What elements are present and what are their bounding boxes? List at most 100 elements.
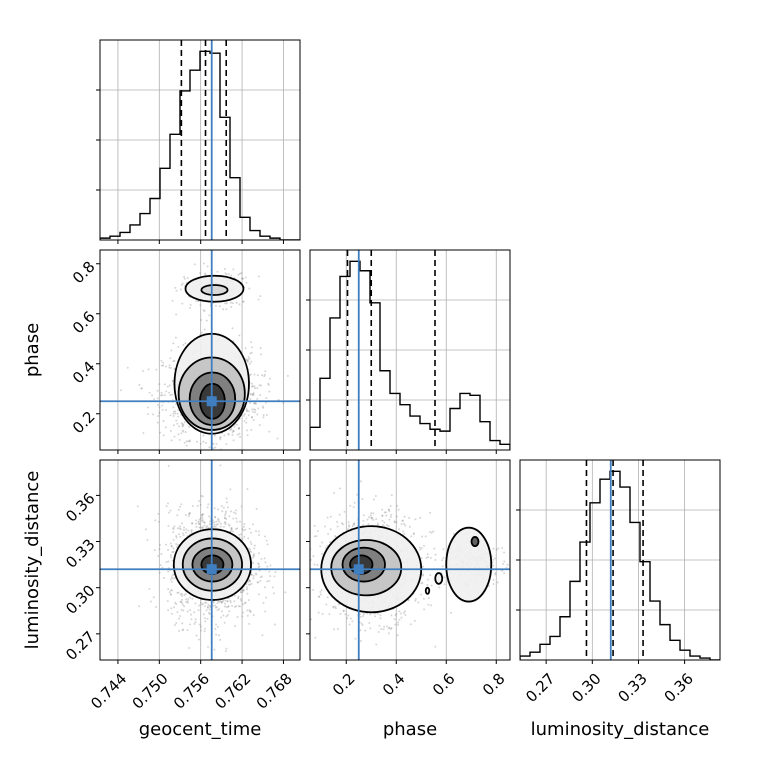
scatter-point [176,514,179,517]
scatter-point [503,572,506,575]
scatter-point [224,523,227,526]
scatter-point [336,628,339,631]
scatter-point [243,413,246,416]
truth-marker-luminosity-distance-vs-phase [353,564,364,575]
scatter-point [248,527,251,530]
scatter-point [248,579,251,582]
scatter-point [190,529,193,532]
histogram-step-geocent-time [100,50,300,240]
scatter-point [167,609,170,612]
scatter-point [178,456,180,458]
scatter-point [492,564,495,567]
scatter-point [522,556,524,558]
scatter-point [180,503,183,506]
scatter-point [247,580,250,583]
scatter-point [354,637,357,640]
scatter-point [250,385,253,388]
scatter-point [215,606,218,609]
scatter-point [250,351,253,354]
scatter-point [170,607,173,610]
scatter-point [414,518,417,521]
scatter-point [162,361,165,364]
scatter-point [248,579,251,582]
scatter-point [258,565,261,568]
scatter-point [306,584,308,586]
scatter-point [268,430,271,433]
scatter-point [165,561,168,564]
scatter-point [234,625,237,628]
scatter-point [216,523,219,526]
panel-frame-phase-vs-geocent-time [99,249,301,451]
scatter-point [258,569,261,572]
scatter-point [215,520,218,523]
scatter-point [167,464,170,467]
contour-level [424,586,431,595]
scatter-point [359,629,362,632]
scatter-point [184,431,187,434]
scatter-point [181,532,184,535]
scatter-point [241,589,244,592]
scatter-point [177,533,180,536]
scatter-point [214,606,217,609]
tick-label-y-luminosity-distance-vs-geocent-time: 0.33 [62,535,98,571]
scatter-point [329,515,332,518]
scatter-point [201,513,204,516]
scatter-point [359,615,362,618]
scatter-point [252,561,255,564]
scatter-point [193,263,196,266]
scatter-point [162,434,165,437]
scatter-point [273,575,276,578]
scatter-point [230,527,233,530]
scatter-point [396,634,399,637]
scatter-point [175,289,178,292]
scatter-point [219,638,222,641]
scatter-point [241,615,244,618]
scatter-point [441,559,444,562]
scatter-point [227,272,230,275]
panel-frame-hist-luminosity-distance [519,459,721,661]
scatter-point [316,563,319,566]
scatter-point [162,577,165,580]
scatter-point [238,303,241,306]
scatter-point [394,623,397,626]
scatter-point [494,572,497,575]
scatter-point [224,272,227,275]
scatter-point [344,613,347,616]
scatter-point [180,598,183,601]
scatter-point [232,517,235,520]
scatter-point [176,422,179,425]
scatter-point [414,599,417,602]
scatter-point [172,530,175,533]
scatter-point [156,397,159,400]
scatter-point [162,420,165,423]
scatter-point [156,403,159,406]
scatter-point [227,432,230,435]
scatter-point [168,364,171,367]
scatter-point [172,424,175,427]
scatter-point [252,577,255,580]
scatter-point [241,300,244,303]
scatter-point [257,563,260,566]
scatter-point [332,606,335,609]
scatter-point [492,578,495,581]
scatter-point [503,551,506,554]
scatter-point [353,501,356,504]
scatter-point [254,402,257,405]
scatter-point [163,394,166,397]
scatter-point [224,602,227,605]
scatter-point [178,614,181,617]
scatter-point [252,419,255,422]
scatter-point [239,597,242,600]
scatter-point [506,563,509,566]
scatter-point [175,621,178,624]
scatter-point [372,512,375,515]
scatter-point [402,530,405,533]
scatter-point [421,581,424,584]
scatter-point [159,394,162,397]
scatter-point [170,544,173,547]
scatter-point [170,349,173,352]
scatter-point [154,519,157,522]
contour-level [445,526,493,603]
scatter-point [397,623,400,626]
scatter-point [241,277,244,280]
